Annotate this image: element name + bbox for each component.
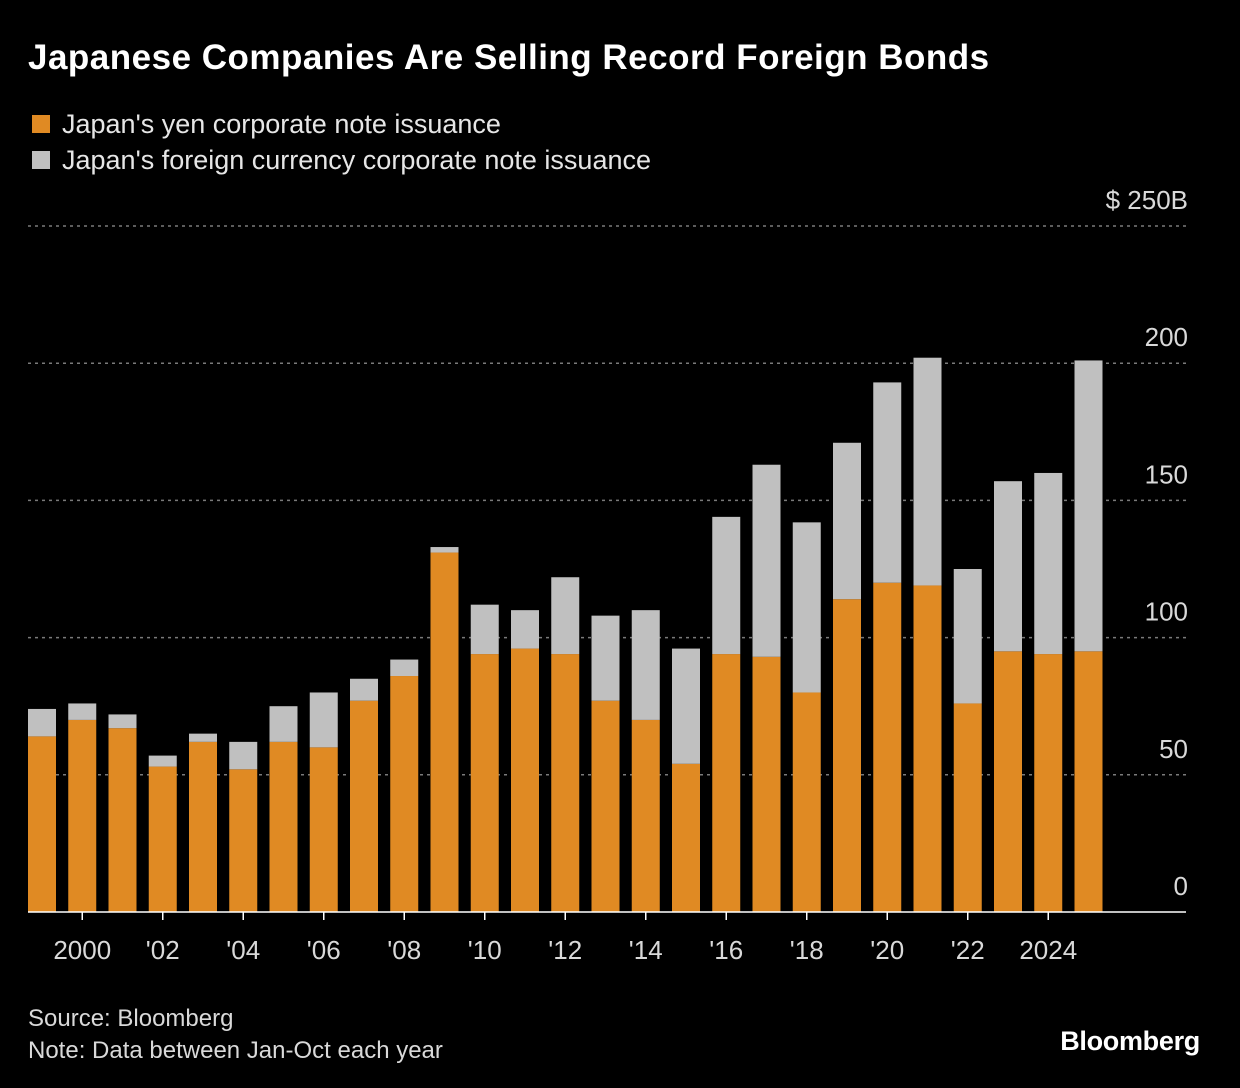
bar-foreign-2011 — [511, 610, 539, 649]
x-tick-label: 2024 — [1019, 935, 1077, 965]
bar-foreign-2024 — [1034, 472, 1063, 655]
stacked-bar-chart: 0 50 100 150 200 $ 250B 2000 '02 '04 '06 '08 '10 '12… — [28, 185, 1188, 965]
source-text: Source: Bloomberg — [28, 1005, 234, 1032]
legend-item-yen: Japan's yen corporate note issuance — [32, 106, 651, 142]
x-tick-label: '08 — [387, 935, 421, 965]
x-tick-label: 2000 — [53, 935, 111, 965]
bar-yen-2012 — [551, 654, 580, 912]
x-tick-label: '18 — [790, 935, 824, 965]
bar-foreign-1999 — [28, 708, 56, 737]
bar-foreign-2019 — [833, 442, 861, 600]
bar-foreign-2003 — [189, 733, 217, 742]
bar-yen-2000 — [68, 719, 97, 912]
y-tick-label: 50 — [1159, 734, 1188, 764]
bar-yen-2005 — [269, 741, 298, 912]
legend-label-yen: Japan's yen corporate note issuance — [62, 108, 501, 139]
bar-foreign-2010 — [470, 604, 499, 655]
bar-foreign-2017 — [752, 464, 781, 657]
bar-yen-2001 — [108, 728, 137, 912]
bar-yen-2013 — [591, 700, 620, 912]
x-tick-label: '10 — [468, 935, 502, 965]
legend: Japan's yen corporate note issuance Japa… — [32, 106, 651, 178]
y-tick-label: $ 250B — [1106, 185, 1188, 215]
bar-yen-2025 — [1074, 651, 1103, 912]
x-tick-label: '02 — [146, 935, 180, 965]
bar-yen-2018 — [792, 692, 821, 912]
bar-yen-2015 — [672, 763, 700, 912]
bar-foreign-2008 — [390, 659, 419, 677]
x-tick-label: '20 — [870, 935, 904, 965]
x-tick-label: '16 — [709, 935, 743, 965]
legend-item-foreign: Japan's foreign currency corporate note … — [32, 142, 651, 178]
bar-foreign-2006 — [309, 692, 338, 748]
bar-yen-2021 — [913, 585, 942, 912]
bar-foreign-2004 — [229, 741, 258, 770]
bar-yen-2008 — [390, 676, 419, 912]
x-tick-label: '06 — [307, 935, 341, 965]
bar-yen-2004 — [229, 769, 258, 912]
bar-yen-2007 — [350, 700, 378, 912]
bar-yen-2022 — [953, 703, 982, 912]
bar-foreign-2021 — [913, 357, 942, 586]
bar-foreign-2022 — [953, 569, 982, 704]
bar-foreign-2005 — [269, 706, 298, 742]
bar-yen-2002 — [148, 766, 177, 912]
bar-yen-2017 — [752, 656, 781, 912]
y-tick-label: 0 — [1174, 871, 1188, 901]
x-tick-label: '04 — [226, 935, 260, 965]
bar-foreign-2016 — [712, 516, 741, 655]
bar-yen-2011 — [511, 648, 539, 912]
legend-swatch-yen — [32, 115, 50, 133]
bar-yen-2016 — [712, 654, 741, 912]
bar-yen-2006 — [309, 747, 338, 912]
bar-yen-2010 — [470, 654, 499, 912]
y-tick-label: 100 — [1145, 597, 1188, 627]
bar-foreign-2001 — [108, 714, 137, 729]
chart-title: Japanese Companies Are Selling Record Fo… — [28, 38, 990, 77]
bar-foreign-2020 — [873, 382, 902, 583]
legend-label-foreign: Japan's foreign currency corporate note … — [62, 144, 651, 175]
x-tick-label: '14 — [629, 935, 663, 965]
bar-foreign-2000 — [68, 703, 97, 720]
bloomberg-logo: Bloomberg — [1060, 1026, 1200, 1056]
bar-yen-2023 — [994, 651, 1022, 912]
bar-foreign-2007 — [350, 678, 378, 701]
bar-foreign-2009 — [430, 547, 459, 553]
bar-foreign-2012 — [551, 577, 580, 655]
legend-swatch-foreign — [32, 151, 50, 169]
note-text: Note: Data between Jan-Oct each year — [28, 1037, 443, 1064]
y-tick-label: 150 — [1145, 459, 1188, 489]
bar-yen-2009 — [430, 552, 459, 912]
bar-foreign-2013 — [591, 615, 620, 701]
bar-yen-2003 — [189, 741, 217, 912]
bar-foreign-2018 — [792, 522, 821, 693]
bar-yen-1999 — [28, 736, 56, 912]
bar-yen-2024 — [1034, 654, 1063, 912]
bar-foreign-2015 — [672, 648, 700, 764]
bar-foreign-2023 — [994, 481, 1022, 652]
x-tick-label: '22 — [951, 935, 985, 965]
bar-yen-2014 — [631, 719, 660, 912]
bar-yen-2019 — [833, 599, 861, 912]
bar-foreign-2025 — [1074, 360, 1103, 652]
y-tick-label: 200 — [1145, 322, 1188, 352]
bar-foreign-2002 — [148, 755, 177, 767]
footer: Source: Bloomberg Note: Data between Jan… — [28, 1003, 443, 1067]
x-tick-label: '12 — [548, 935, 582, 965]
bar-foreign-2014 — [631, 610, 660, 720]
bar-yen-2020 — [873, 582, 902, 912]
